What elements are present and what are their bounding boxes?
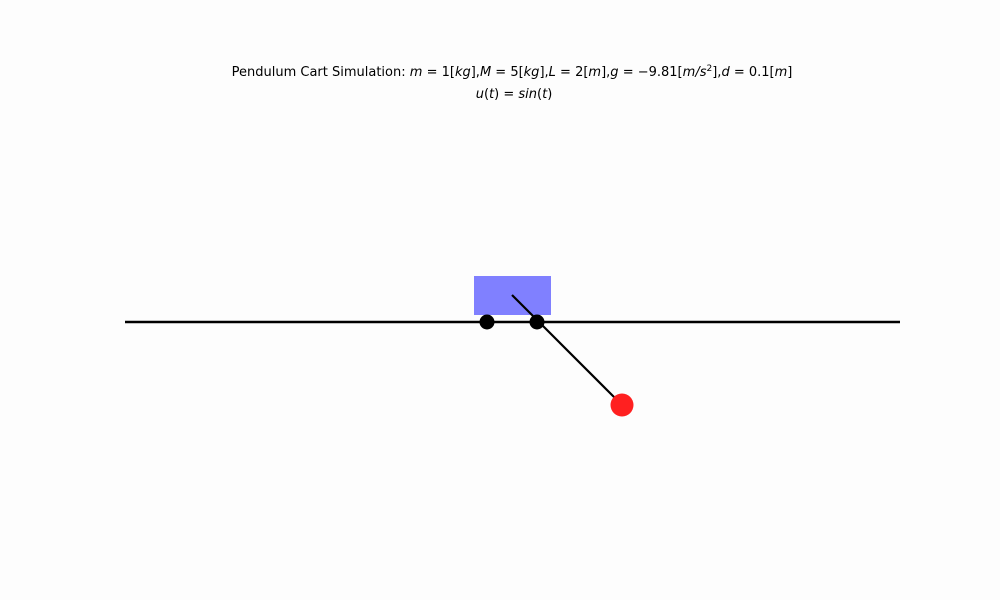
param-g: g = −9.81[m/s2], xyxy=(610,64,722,80)
figure-title-input: u(t) = sin(t) xyxy=(14,87,1000,102)
param-L: L = 2[m], xyxy=(548,65,611,80)
pendulum-rod xyxy=(511,294,623,406)
pendulum-bob xyxy=(610,393,634,417)
param-M: M = 5[kg], xyxy=(479,65,549,80)
input-function: u(t) = sin(t) xyxy=(475,87,553,102)
figure-title-parameters: Pendulum Cart Simulation: m = 1[kg],M = … xyxy=(12,64,1000,80)
cart-wheel-right xyxy=(529,314,545,330)
cart-wheel-left xyxy=(479,314,495,330)
param-m: m = 1[kg], xyxy=(409,65,480,80)
param-d: d = 0.1[m] xyxy=(721,65,793,80)
title-prefix: Pendulum Cart Simulation: xyxy=(231,65,410,80)
